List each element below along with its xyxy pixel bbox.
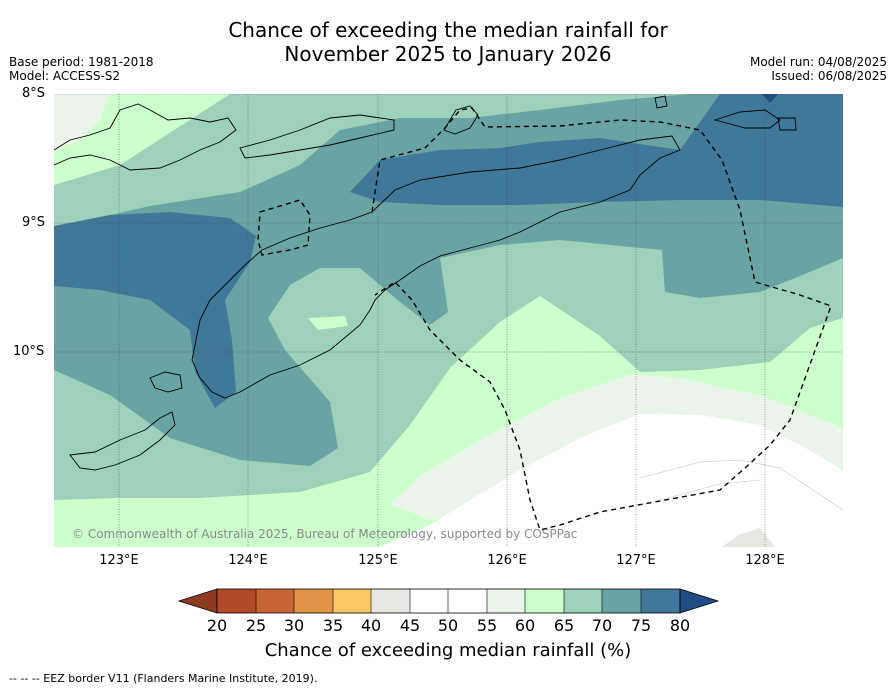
colorbar bbox=[179, 589, 718, 613]
lon-tick-123e: 123°E bbox=[99, 553, 139, 568]
lon-tick-128e: 128°E bbox=[745, 553, 785, 568]
colorbar-segment-70-75 bbox=[602, 589, 641, 613]
colorbar-extend-high bbox=[680, 589, 718, 613]
colorbar-tick: 60 bbox=[515, 616, 535, 635]
colorbar-tick: 75 bbox=[631, 616, 651, 635]
colorbar-tick: 25 bbox=[246, 616, 266, 635]
attribution-text: © Commonwealth of Australia 2025, Bureau… bbox=[72, 527, 577, 541]
eez-footnote: -- -- -- EEZ border V11 (Flanders Marine… bbox=[9, 672, 317, 685]
probability-map bbox=[54, 94, 843, 547]
colorbar-tick: 55 bbox=[477, 616, 497, 635]
colorbar-tick: 45 bbox=[400, 616, 420, 635]
map-figure bbox=[0, 0, 896, 690]
lon-tick-124e: 124°E bbox=[228, 553, 268, 568]
colorbar-segment-60-65 bbox=[525, 589, 564, 613]
colorbar-extend-low bbox=[179, 589, 217, 613]
lon-tick-127e: 127°E bbox=[616, 553, 656, 568]
lon-tick-126e: 126°E bbox=[487, 553, 527, 568]
colorbar-tick: 50 bbox=[438, 616, 458, 635]
colorbar-segment-25-30 bbox=[256, 589, 294, 613]
colorbar-tick: 80 bbox=[670, 616, 690, 635]
colorbar-label: Chance of exceeding median rainfall (%) bbox=[0, 640, 896, 661]
lat-tick-9s: 9°S bbox=[22, 215, 45, 230]
lat-tick-8s: 8°S bbox=[22, 86, 45, 101]
colorbar-tick: 35 bbox=[323, 616, 343, 635]
colorbar-segment-40-45 bbox=[371, 589, 410, 613]
colorbar-segment-35-40 bbox=[333, 589, 371, 613]
colorbar-segment-75-80 bbox=[641, 589, 680, 613]
colorbar-segment-45-50 bbox=[410, 589, 448, 613]
colorbar-segment-20-25 bbox=[217, 589, 256, 613]
lat-tick-10s: 10°S bbox=[13, 344, 44, 359]
colorbar-tick: 65 bbox=[554, 616, 574, 635]
colorbar-segment-50-55 bbox=[448, 589, 487, 613]
colorbar-segment-65-70 bbox=[564, 589, 602, 613]
colorbar-segment-30-35 bbox=[294, 589, 333, 613]
colorbar-tick: 30 bbox=[284, 616, 304, 635]
lon-tick-125e: 125°E bbox=[358, 553, 398, 568]
colorbar-tick: 70 bbox=[592, 616, 612, 635]
colorbar-tick: 20 bbox=[207, 616, 227, 635]
colorbar-segment-55-60 bbox=[487, 589, 525, 613]
colorbar-tick: 40 bbox=[361, 616, 381, 635]
